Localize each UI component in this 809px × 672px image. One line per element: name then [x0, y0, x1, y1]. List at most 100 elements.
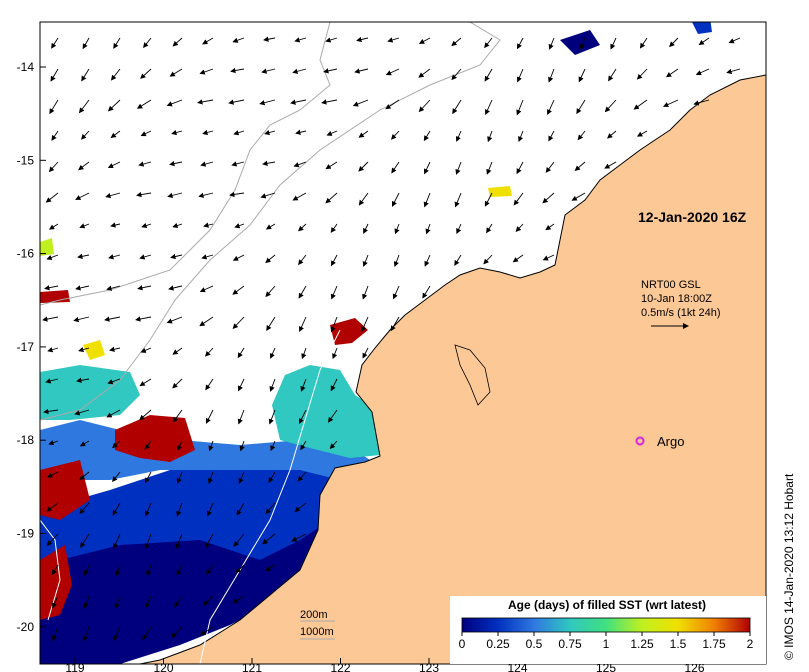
lon-tick-label: 122: [330, 661, 350, 672]
current-arrow-icon: [390, 316, 400, 332]
current-arrow-icon: [107, 378, 121, 385]
current-arrow-icon: [136, 191, 152, 198]
current-arrow-icon: [108, 254, 121, 260]
current-arrow-icon: [207, 471, 214, 485]
current-arrow-icon: [484, 192, 493, 207]
current-arrow-icon: [358, 192, 369, 206]
current-arrow-icon: [358, 130, 369, 138]
current-arrow-icon: [262, 160, 276, 166]
current-arrow-icon: [206, 502, 214, 517]
current-arrow-icon: [78, 99, 90, 114]
current-arrow-icon: [51, 37, 59, 49]
current-arrow-icon: [140, 68, 152, 79]
current-arrow-icon: [233, 130, 245, 136]
current-arrow-icon: [114, 595, 121, 609]
current-arrow-icon: [110, 222, 121, 228]
current-arrow-icon: [202, 37, 214, 45]
current-arrow-icon: [174, 595, 183, 608]
current-arrow-icon: [176, 564, 183, 576]
current-arrow-icon: [48, 440, 59, 446]
current-arrow-icon: [138, 161, 152, 167]
current-arrow-icon: [483, 254, 493, 265]
current-arrow-icon: [237, 347, 245, 359]
current-arrow-icon: [608, 68, 617, 82]
current-arrow-icon: [425, 223, 431, 235]
bathymetry-legend: 200m 1000m: [300, 609, 335, 640]
current-arrow-icon: [205, 409, 214, 424]
current-arrow-icon: [451, 37, 462, 47]
argo-marker: Argo: [635, 434, 684, 449]
current-arrow-icon: [423, 192, 431, 208]
current-arrow-icon: [136, 99, 152, 109]
colorbar-tick-label: 1.5: [670, 637, 687, 651]
current-arrow-icon: [235, 564, 245, 574]
current-arrow-icon: [46, 254, 59, 261]
current-arrow-icon: [48, 161, 59, 173]
current-arrow-icon: [362, 285, 369, 300]
current-arrow-icon: [669, 37, 679, 48]
colorbar-title: Age (days) of filled SST (wrt latest): [508, 598, 706, 612]
current-arrow-icon: [292, 192, 307, 201]
current-arrow-icon: [292, 68, 307, 74]
current-arrow-icon: [233, 533, 245, 547]
current-arrow-icon: [176, 471, 183, 484]
current-arrow-icon: [325, 192, 338, 204]
current-arrow-icon: [109, 346, 121, 352]
current-arrow-icon: [234, 223, 245, 229]
lon-tick-label: 121: [242, 661, 262, 672]
current-arrow-icon: [301, 347, 307, 360]
current-arrow-icon: [636, 130, 648, 137]
current-arrow-icon: [202, 129, 214, 136]
current-arrow-icon: [79, 440, 90, 447]
current-arrow-icon: [232, 316, 245, 330]
bathy-label-1000m: 1000m: [300, 626, 334, 638]
current-arrow-icon: [268, 471, 276, 483]
current-arrow-icon: [172, 37, 183, 47]
current-arrow-icon: [115, 564, 121, 577]
current-arrow-icon: [662, 99, 679, 108]
current-arrow-icon: [542, 192, 555, 204]
current-arrow-icon: [170, 253, 183, 260]
current-arrow-icon: [321, 99, 338, 105]
current-arrow-icon: [166, 316, 183, 324]
current-arrow-icon: [46, 533, 59, 546]
colorbar-tick-label: 1.25: [630, 637, 654, 651]
current-arrow-icon: [140, 130, 152, 137]
bathy-label-200m: 200m: [300, 609, 328, 621]
current-arrow-icon: [330, 316, 338, 333]
colorbar-ticks: 0 0.25 0.5 0.75 1 1.25 1.5 1.75 2: [459, 632, 754, 651]
current-arrow-icon: [265, 502, 276, 515]
current-arrow-icon: [239, 440, 245, 452]
current-arrow-icon: [516, 37, 524, 50]
current-arrow-icon: [548, 68, 555, 83]
current-arrow-icon: [113, 626, 121, 642]
current-arrow-icon: [385, 99, 400, 110]
lat-tick-label: -20: [17, 620, 35, 634]
current-arrow-icon: [513, 192, 524, 206]
current-arrow-icon: [110, 130, 121, 139]
current-arrow-icon: [294, 37, 307, 43]
current-arrow-icon: [262, 533, 276, 545]
current-arrow-icon: [512, 254, 524, 263]
current-arrow-icon: [394, 223, 400, 235]
current-arrow-icon: [143, 37, 152, 49]
current-arrow-icon: [451, 68, 462, 81]
current-arrow-icon: [199, 626, 214, 636]
current-arrow-icon: [74, 409, 90, 416]
current-arrow-icon: [610, 37, 617, 50]
lon-tick-label: 123: [419, 661, 439, 672]
current-arrow-icon: [168, 285, 183, 291]
current-arrow-icon: [295, 129, 307, 135]
lat-tick-label: -16: [17, 247, 35, 261]
current-arrow-icon: [50, 68, 59, 82]
current-arrow-icon: [325, 37, 338, 43]
current-arrow-icon: [693, 99, 710, 106]
current-arrow-icon: [265, 223, 276, 230]
current-arrow-icon: [78, 346, 90, 353]
current-arrow-icon: [299, 409, 307, 425]
current-arrow-icon: [293, 161, 307, 168]
current-arrow-icon: [208, 440, 214, 452]
current-arrow-icon: [576, 99, 586, 115]
current-arrow-icon: [76, 377, 90, 383]
